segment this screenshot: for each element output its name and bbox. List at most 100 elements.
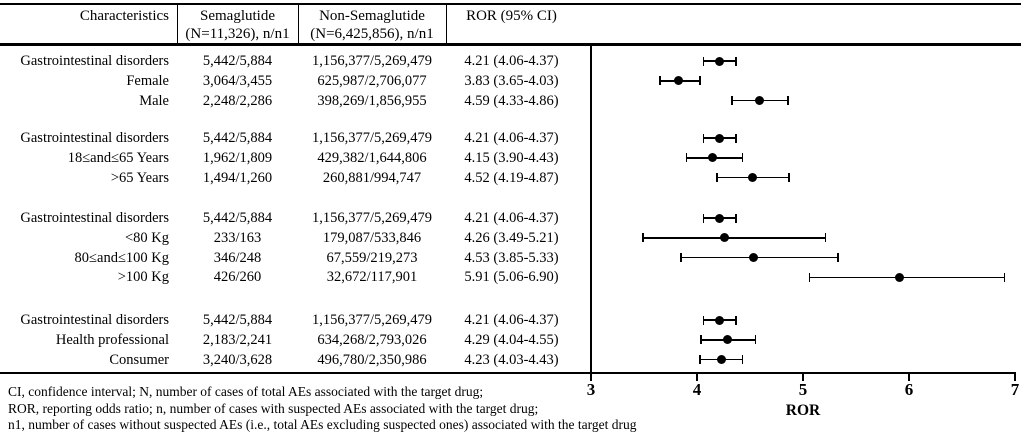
table-row: Gastrointestinal disorders 5,442/5,884 1,1… <box>0 128 577 148</box>
table-row: 18≤and≤65 Years 1,962/1,809 429,382/1,644,… <box>0 148 577 168</box>
table-row: >65 Years 1,494/1,260 260,881/994,747 4.52 … <box>0 168 577 188</box>
estimate-point <box>755 96 765 106</box>
row-characteristic-label: Gastrointestinal disorders <box>20 130 169 146</box>
row-non-semaglutide-value: 1,156,377/5,269,479 <box>311 130 433 146</box>
ci-cap-right <box>735 133 737 143</box>
row-characteristic-label: Male <box>139 92 169 109</box>
ci-cap-right <box>741 153 744 163</box>
ci-line <box>809 276 1005 279</box>
x-tick-label: 3 <box>586 380 596 399</box>
table-row: Health professional 2,183/2,241 634,268/2,… <box>0 330 577 350</box>
ci-line <box>681 256 838 259</box>
row-semaglutide-value: 1,494/1,260 <box>202 169 273 186</box>
column-header-ror-ci: ROR (95% CI) <box>446 7 577 25</box>
row-non-semaglutide-value: 625,987/2,706,077 <box>317 72 427 89</box>
row-characteristic-label: 80≤and≤100 Kg <box>74 249 169 266</box>
ci-cap-left <box>642 233 644 243</box>
estimate-point <box>714 133 724 143</box>
estimate-point <box>716 355 726 365</box>
row-non-semaglutide-value: 260,881/994,747 <box>322 169 422 186</box>
ci-cap-left <box>702 213 705 223</box>
ci-cap-left <box>685 153 688 163</box>
row-characteristic-label: >65 Years <box>110 169 169 186</box>
estimate-point <box>674 76 684 86</box>
ci-cap-right <box>837 253 839 263</box>
x-axis-line <box>0 372 1016 374</box>
table-row: Gastrointestinal disorders 5,442/5,884 1,1… <box>0 51 577 71</box>
row-ror-ci-value: 3.83 (3.65-4.03) <box>464 72 559 89</box>
table-row: Female 3,064/3,455 625,987/2,706,077 3.83 (… <box>0 71 577 91</box>
row-characteristic-label: >100 Kg <box>117 269 169 286</box>
non-semaglutide-header-line1: Non-Semaglutide <box>319 8 425 24</box>
row-non-semaglutide-value: 496,780/2,350,986 <box>317 351 427 368</box>
row-characteristic-label: Gastrointestinal disorders <box>20 53 169 69</box>
estimate-point <box>714 56 724 66</box>
footnote-line-3: n1, number of cases without suspected AE… <box>8 417 637 432</box>
x-axis-tick <box>590 374 592 381</box>
row-characteristic-label: Consumer <box>109 351 169 368</box>
x-tick-label: 7 <box>1010 380 1020 399</box>
row-semaglutide-value: 3,064/3,455 <box>202 72 273 89</box>
row-ror-ci-value: 4.53 (3.85-5.33) <box>464 249 559 266</box>
row-semaglutide-value: 2,248/2,286 <box>202 92 273 109</box>
table-row: Consumer 3,240/3,628 496,780/2,350,986 4.23… <box>0 350 577 370</box>
estimate-point <box>723 335 733 345</box>
x-tick-label: 5 <box>798 380 808 399</box>
row-semaglutide-value: 5,442/5,884 <box>202 312 273 328</box>
row-semaglutide-value: 5,442/5,884 <box>202 53 273 69</box>
semaglutide-header-line2: (N=11,326), n/n1 <box>185 26 290 42</box>
estimate-point <box>714 315 724 325</box>
header-divider-1 <box>177 5 178 43</box>
ci-cap-left <box>716 173 718 183</box>
ci-cap-left <box>699 355 701 365</box>
column-header-semaglutide: Semaglutide (N=11,326), n/n1 <box>177 7 298 43</box>
ci-cap-right <box>735 56 737 66</box>
row-ror-ci-value: 4.15 (3.90-4.43) <box>464 149 559 166</box>
table-row: Male 2,248/2,286 398,269/1,856,955 4.59 (4.… <box>0 91 577 111</box>
ci-cap-right <box>741 355 744 365</box>
x-tick-label: 4 <box>692 380 702 399</box>
ci-cap-right <box>824 233 826 243</box>
row-non-semaglutide-value: 1,156,377/5,269,479 <box>311 53 433 69</box>
ci-cap-left <box>702 315 705 325</box>
row-ror-ci-value: 4.23 (4.03-4.43) <box>464 351 559 368</box>
row-non-semaglutide-value: 398,269/1,856,955 <box>317 92 427 109</box>
ci-cap-right <box>788 173 790 183</box>
row-non-semaglutide-value: 429,382/1,644,806 <box>317 149 427 166</box>
row-ror-ci-value: 4.21 (4.06-4.37) <box>464 312 559 328</box>
row-semaglutide-value: 3,240/3,628 <box>202 351 273 368</box>
ci-cap-right <box>735 213 737 223</box>
x-axis-tick <box>908 374 910 381</box>
row-characteristic-label: Gastrointestinal disorders <box>20 312 169 328</box>
row-non-semaglutide-value: 179,087/533,846 <box>322 229 422 246</box>
estimate-point <box>708 153 718 163</box>
row-characteristic-label: Female <box>126 72 169 89</box>
estimate-point <box>720 233 730 243</box>
table-row: 80≤and≤100 Kg 346/248 67,559/219,273 4.53 (… <box>0 248 577 268</box>
table-row: Gastrointestinal disorders 5,442/5,884 1,1… <box>0 310 577 330</box>
column-header-characteristics: Characteristics <box>0 7 169 25</box>
ci-cap-left <box>700 335 702 345</box>
ror-ci-header-label: ROR (95% CI) <box>466 8 557 24</box>
row-ror-ci-value: 4.21 (4.06-4.37) <box>464 130 559 146</box>
ci-cap-right <box>1003 272 1006 282</box>
row-ror-ci-value: 4.29 (4.04-4.55) <box>464 331 559 348</box>
row-semaglutide-value: 2,183/2,241 <box>202 331 273 348</box>
table-row: <80 Kg 233/163 179,087/533,846 4.26 (3.49-5… <box>0 228 577 248</box>
row-ror-ci-value: 4.59 (4.33-4.86) <box>464 92 559 109</box>
ci-line <box>642 237 826 239</box>
ci-cap-right <box>787 96 789 106</box>
row-semaglutide-value: 1,962/1,809 <box>202 149 273 166</box>
column-header-non-semaglutide: Non-Semaglutide (N=6,425,856), n/n1 <box>298 7 446 43</box>
ci-cap-left <box>702 133 705 143</box>
column-header-characteristics-label: Characteristics <box>79 8 169 24</box>
row-ror-ci-value: 4.26 (3.49-5.21) <box>464 229 559 246</box>
non-semaglutide-header-line2: (N=6,425,856), n/n1 <box>310 26 434 42</box>
row-non-semaglutide-value: 1,156,377/5,269,479 <box>311 312 433 328</box>
row-ror-ci-value: 5.91 (5.06-6.90) <box>464 269 559 286</box>
x-tick-label: 6 <box>904 380 914 399</box>
row-characteristic-label: 18≤and≤65 Years <box>67 149 169 166</box>
estimate-point <box>747 173 757 183</box>
row-non-semaglutide-value: 67,559/219,273 <box>326 249 418 266</box>
